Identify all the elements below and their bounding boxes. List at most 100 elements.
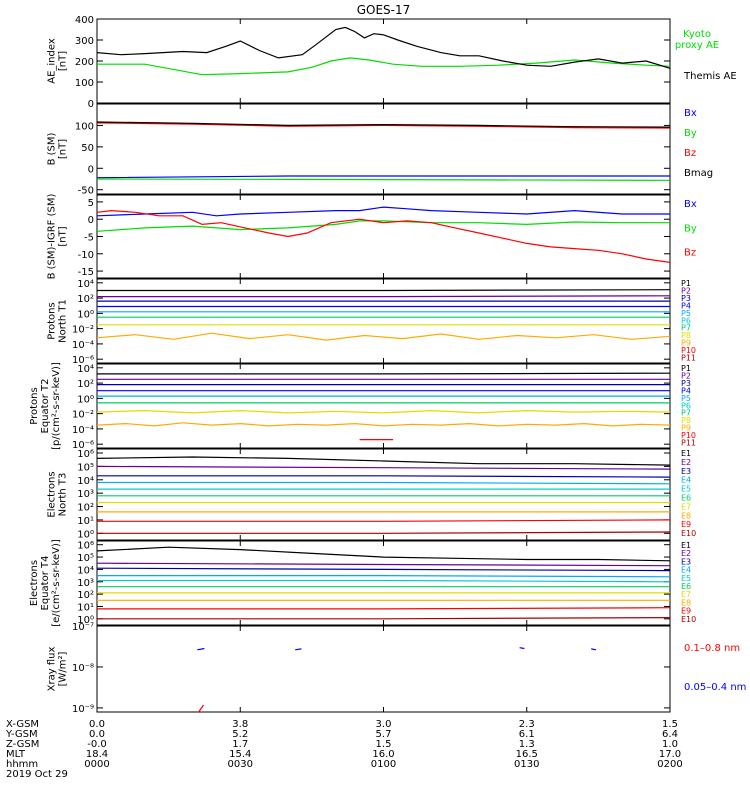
ephemeris-value: 0200 <box>657 759 682 770</box>
y-tick-label: 0 <box>88 99 94 110</box>
ephemeris-label: Z-GSM <box>6 739 39 750</box>
legend-item: P6 <box>681 316 691 325</box>
series-e3 <box>97 567 670 572</box>
legend-item: P10 <box>681 346 696 355</box>
legend-item: E9 <box>681 520 691 529</box>
series-bz <box>97 209 670 263</box>
ephemeris-value: 3.0 <box>376 719 392 730</box>
legend-item: P3 <box>681 379 691 388</box>
y-tick-label: 50 <box>81 143 94 154</box>
legend-item: E5 <box>681 574 691 583</box>
legend-item: E5 <box>681 485 691 494</box>
plot-title: GOES-17 <box>357 3 411 17</box>
ephemeris-value: 0.0 <box>89 719 105 730</box>
legend-item: E2 <box>681 549 691 558</box>
y-tick-label: 10⁻⁶ <box>72 440 94 451</box>
y-axis-label: [nT] <box>58 226 69 246</box>
legend-item: P3 <box>681 294 691 303</box>
ephemeris-value: -0.0 <box>87 739 107 750</box>
y-axis-label: B (SM)-IGRF (SM) <box>47 194 58 280</box>
legend-item: proxy AE <box>675 40 719 51</box>
ephemeris-value: 1.3 <box>519 739 535 750</box>
ephemeris-value: 0.0 <box>89 729 105 740</box>
series-by <box>97 178 670 181</box>
y-tick-label: 10⁻⁹ <box>72 704 94 715</box>
legend-item: P4 <box>681 301 691 310</box>
series-e1 <box>97 546 670 562</box>
legend-item: P1 <box>681 364 691 373</box>
series-e1 <box>97 456 670 466</box>
ephemeris-table: X-GSMY-GSMZ-GSMMLThhmm0.00.0-0.018.40000… <box>5 719 683 780</box>
y-tick-label: -15 <box>78 267 94 278</box>
series-bx <box>97 175 670 179</box>
y-tick-label: 10⁵ <box>77 553 94 564</box>
legend-item: P10 <box>681 431 696 440</box>
ephemeris-value: 0100 <box>371 759 396 770</box>
panel-frame <box>96 448 671 541</box>
ephemeris-value: 17.0 <box>659 749 681 760</box>
series-e9 <box>97 519 670 522</box>
y-axis-label: Xray flux <box>47 647 58 692</box>
y-tick-label: 10⁰ <box>77 529 94 540</box>
series-e4 <box>97 481 670 485</box>
ephemeris-value: 18.4 <box>86 749 108 760</box>
series-p1 <box>97 372 670 375</box>
series-0-05-0-4-nm <box>197 647 205 651</box>
panel-frame <box>96 363 671 449</box>
y-tick-label: 300 <box>75 36 94 47</box>
series-0-05-0-4-nm <box>295 648 302 651</box>
series-e10 <box>97 531 670 534</box>
panel-frame <box>96 278 671 364</box>
y-tick-label: -10 <box>78 250 94 261</box>
y-tick-label: 10² <box>77 379 94 390</box>
series-p1 <box>97 289 670 292</box>
series-e2 <box>97 562 670 567</box>
legend-item: 0.1–0.8 nm <box>684 643 740 654</box>
y-axis-label: Electrons <box>47 471 58 517</box>
ephemeris-value: 5.2 <box>232 729 248 740</box>
legend-item: E2 <box>681 458 691 467</box>
y-axis-label: Equator T4 <box>40 556 51 611</box>
series-e10 <box>97 616 670 620</box>
y-tick-label: 10² <box>77 503 94 514</box>
legend-item: By <box>684 223 697 234</box>
ephemeris-value: 2.3 <box>519 719 535 730</box>
legend-item: P5 <box>681 309 691 318</box>
legend-item: E1 <box>681 541 691 550</box>
legend-item: E10 <box>681 615 696 624</box>
y-tick-label: 10¹ <box>77 516 94 527</box>
legend-item: Themis AE <box>683 71 737 82</box>
y-tick-label: 10⁰ <box>77 394 94 405</box>
ephemeris-label: MLT <box>6 749 26 760</box>
legend-item: Bmag <box>684 168 713 179</box>
series-themis-ae <box>97 26 670 69</box>
legend-item: P5 <box>681 394 691 403</box>
ephemeris-value: 1.5 <box>662 719 678 730</box>
legend-item: P7 <box>681 409 691 418</box>
series-group <box>197 647 597 712</box>
ephemeris-value: 0000 <box>84 759 109 770</box>
y-axis-label: Protons <box>47 302 58 339</box>
series-0-05-0-4-nm <box>591 648 597 651</box>
legend-item: E10 <box>681 529 696 538</box>
legend-item: P8 <box>681 416 691 425</box>
series-bmag <box>97 121 670 128</box>
ephemeris-value: 16.0 <box>372 749 394 760</box>
y-tick-label: 10⁴ <box>77 476 94 487</box>
y-tick-label: 200 <box>75 57 94 68</box>
legend-item: P11 <box>681 354 696 363</box>
y-tick-label: 10⁶ <box>77 449 94 460</box>
legend-item: E7 <box>681 590 691 599</box>
legend-item: P2 <box>681 371 691 380</box>
y-tick-label: 10⁻⁴ <box>72 340 94 351</box>
y-axis-label: [nT] <box>58 139 69 159</box>
legend-item: P1 <box>681 279 691 288</box>
y-axis-label: [W/m²] <box>58 651 69 686</box>
legend-item: E4 <box>681 476 691 485</box>
y-tick-label: -50 <box>78 186 94 197</box>
ephemeris-value: 0130 <box>514 759 539 770</box>
y-tick-label: 10⁻² <box>72 410 94 421</box>
series-p8 <box>97 332 670 341</box>
legend-item: E4 <box>681 566 691 575</box>
y-tick-label: 10⁰ <box>77 309 94 320</box>
